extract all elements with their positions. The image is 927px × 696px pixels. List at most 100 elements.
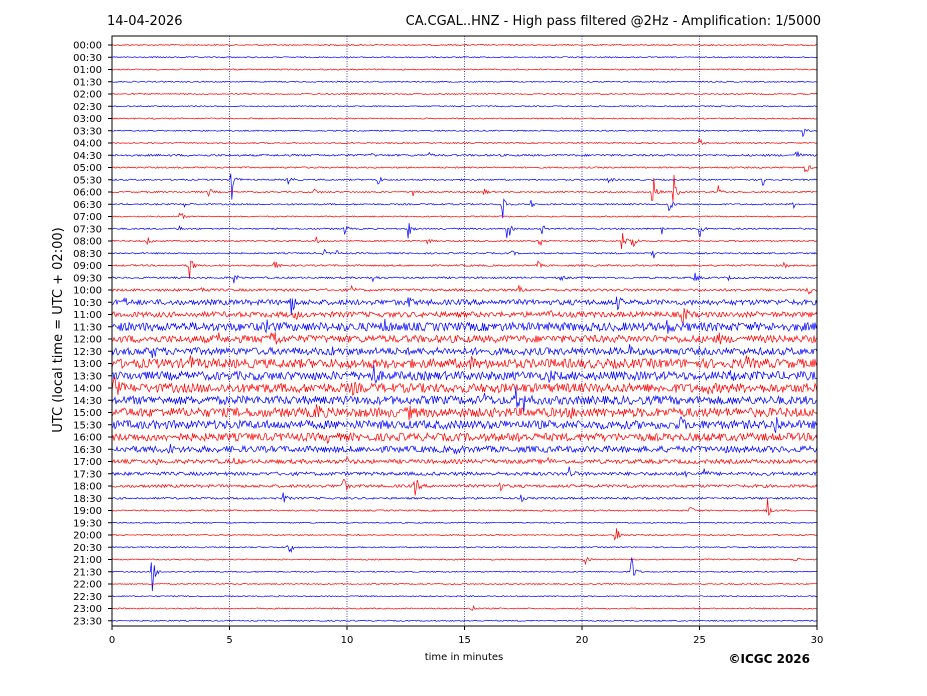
y-tick-label: 16:00 — [73, 433, 102, 444]
trace-0030 — [112, 56, 818, 59]
y-tick-label: 04:00 — [73, 139, 102, 150]
trace-0700 — [111, 212, 818, 220]
trace-2130 — [111, 557, 818, 592]
trace-2300 — [112, 604, 818, 611]
x-axis: 0 5 10 15 20 25 30 — [109, 626, 824, 646]
y-tick-label: 08:00 — [73, 237, 102, 248]
x-tick-label-3: 15 — [458, 635, 471, 646]
x-tick-label-0: 0 — [109, 635, 115, 646]
chart-title: CA.CGAL..HNZ - High pass filtered @2Hz -… — [406, 14, 821, 29]
trace-1800 — [111, 479, 818, 496]
y-tick-label: 21:00 — [73, 555, 102, 566]
y-tick-label: 20:00 — [73, 531, 102, 542]
trace-1530 — [111, 416, 818, 433]
x-tick-label-5: 25 — [693, 635, 706, 646]
y-tick-label: 03:30 — [73, 126, 102, 137]
y-tick-label: 21:30 — [73, 567, 102, 578]
y-tick-label: 12:00 — [73, 335, 102, 346]
y-tick-label: 18:00 — [73, 482, 102, 493]
trace-0130 — [111, 80, 818, 83]
y-tick-label: 19:30 — [73, 518, 102, 529]
x-tick-label-2: 10 — [341, 635, 354, 646]
y-tick-label: 01:00 — [73, 65, 102, 76]
y-tick-label: 15:30 — [73, 420, 102, 431]
y-axis-label: UTC (local time = UTC + 02:00) — [51, 227, 66, 432]
trace-0600 — [111, 174, 818, 202]
x-tick-label-6: 30 — [811, 635, 824, 646]
x-tick-label-1: 5 — [226, 635, 232, 646]
trace-0530 — [111, 173, 818, 200]
trace-1630 — [111, 444, 818, 455]
y-tick-label: 05:00 — [73, 163, 102, 174]
y-tick-label: 10:00 — [73, 286, 102, 297]
y-tick-label: 11:00 — [73, 310, 102, 321]
y-tick-label: 13:30 — [73, 371, 102, 382]
trace-1300 — [111, 355, 818, 370]
y-tick-label: 04:30 — [73, 151, 102, 162]
trace-1130 — [111, 318, 818, 334]
trace-0730 — [111, 223, 817, 239]
y-tick-label: 17:30 — [73, 469, 102, 480]
trace-0200 — [111, 92, 818, 96]
trace-0330 — [111, 128, 817, 138]
trace-1030 — [111, 296, 818, 316]
y-tick-label: 11:30 — [73, 322, 102, 333]
y-tick-label: 10:30 — [73, 298, 102, 309]
trace-2200 — [111, 582, 817, 586]
y-tick-label: 14:00 — [73, 384, 102, 395]
y-tick-label: 17:00 — [73, 457, 102, 468]
trace-0930 — [111, 272, 818, 284]
trace-1830 — [111, 492, 818, 503]
trace-1400 — [111, 376, 818, 396]
trace-0500 — [111, 165, 818, 173]
trace-1700 — [111, 456, 818, 466]
y-tick-label: 00:30 — [73, 53, 102, 64]
trace-0430 — [111, 151, 818, 158]
trace-1230 — [111, 344, 818, 359]
y-tick-label: 07:00 — [73, 212, 102, 223]
trace-2230 — [111, 595, 818, 598]
trace-1600 — [111, 431, 818, 445]
trace-2330 — [111, 619, 818, 622]
trace-1500 — [111, 404, 818, 421]
y-tick-label: 19:00 — [73, 506, 102, 517]
trace-1100 — [111, 307, 818, 325]
trace-0630 — [112, 198, 818, 219]
y-tick-label: 13:00 — [73, 359, 102, 370]
x-tick-label-4: 20 — [576, 635, 589, 646]
trace-1900 — [111, 498, 818, 517]
y-tick-label: 08:30 — [73, 249, 102, 260]
y-tick-label: 23:30 — [73, 616, 102, 627]
y-tick-label: 09:30 — [73, 273, 102, 284]
trace-0230 — [111, 105, 818, 108]
y-tick-label: 00:00 — [73, 41, 102, 52]
plot-frame — [111, 35, 818, 627]
trace-1430 — [111, 386, 818, 412]
y-tick-label: 02:30 — [73, 102, 102, 113]
y-tick-label: 15:00 — [73, 408, 102, 419]
trace-1200 — [111, 332, 818, 345]
copyright-text: ©ICGC 2026 — [728, 652, 810, 666]
y-tick-label: 23:00 — [73, 604, 102, 615]
y-tick-label: 22:00 — [73, 580, 102, 591]
trace-0100 — [111, 68, 818, 71]
y-tick-label: 06:30 — [73, 200, 102, 211]
y-tick-label: 20:30 — [73, 543, 102, 554]
trace-0000 — [111, 43, 817, 47]
vertical-gridlines — [229, 36, 700, 626]
trace-1930 — [111, 521, 818, 524]
trace-2100 — [111, 556, 817, 566]
y-tick-label: 06:00 — [73, 188, 102, 199]
x-axis-label: time in minutes — [425, 652, 504, 663]
y-tick-label: 02:00 — [73, 90, 102, 101]
trace-1730 — [111, 466, 817, 478]
trace-2030 — [111, 545, 818, 553]
y-tick-label: 16:30 — [73, 445, 102, 456]
y-tick-label: 18:30 — [73, 494, 102, 505]
trace-0830 — [111, 248, 818, 259]
trace-1330 — [111, 365, 818, 384]
y-tick-label: 12:30 — [73, 347, 102, 358]
trace-0800 — [111, 232, 818, 250]
